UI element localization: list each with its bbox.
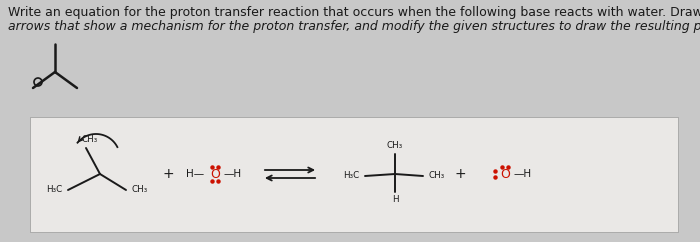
Text: H₃C: H₃C: [343, 172, 359, 181]
Text: O: O: [210, 167, 220, 181]
Text: Write an equation for the proton transfer reaction that occurs when the followin: Write an equation for the proton transfe…: [8, 6, 700, 19]
Text: —H: —H: [514, 169, 532, 179]
Text: H: H: [392, 196, 398, 204]
Text: CH₃: CH₃: [82, 135, 98, 144]
Text: H—: H—: [186, 169, 204, 179]
Text: O: O: [500, 167, 510, 181]
Text: CH₃: CH₃: [387, 142, 403, 151]
Text: —H: —H: [224, 169, 242, 179]
Text: arrows that show a mechanism for the proton transfer, and modify the given struc: arrows that show a mechanism for the pro…: [8, 20, 700, 33]
Text: +: +: [162, 167, 174, 181]
FancyBboxPatch shape: [30, 117, 678, 232]
Text: +: +: [454, 167, 466, 181]
Text: CH₃: CH₃: [132, 186, 148, 195]
Text: CH₃: CH₃: [429, 172, 445, 181]
Text: H₃C: H₃C: [46, 186, 62, 195]
